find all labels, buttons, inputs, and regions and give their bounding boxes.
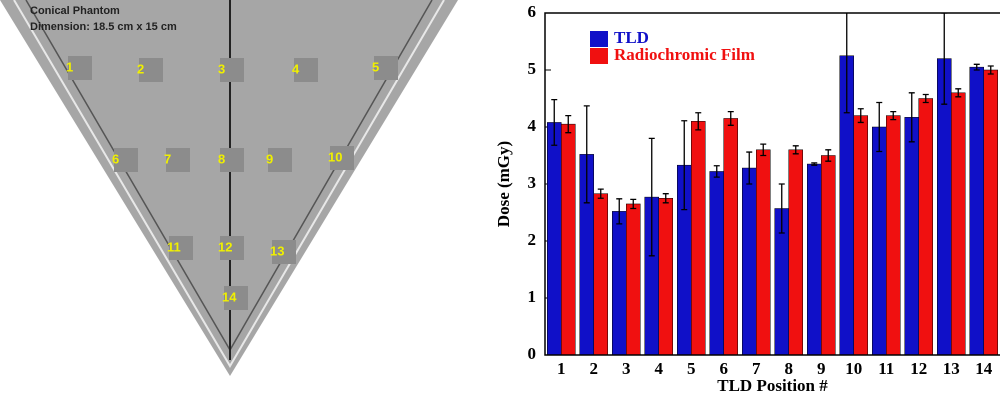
position-label: 5 <box>372 59 379 74</box>
bar <box>905 117 919 355</box>
x-axis-label: TLD Position # <box>717 376 828 395</box>
y-axis-label: Dose (mGy) <box>494 141 513 227</box>
y-tick-label: 5 <box>528 59 537 78</box>
legend-swatch <box>590 31 608 47</box>
bar <box>951 93 965 355</box>
bar <box>854 116 868 355</box>
position-label: 9 <box>266 151 273 166</box>
bar <box>561 124 575 355</box>
position-label: 2 <box>137 61 144 76</box>
x-tick-label: 4 <box>655 359 664 378</box>
x-tick-label: 3 <box>622 359 631 378</box>
x-tick-label: 11 <box>878 359 894 378</box>
bar <box>919 99 933 356</box>
phantom-image: Conical Phantom Dimension: 18.5 cm x 15 … <box>0 0 458 376</box>
bar <box>970 67 984 355</box>
y-tick-label: 3 <box>528 173 537 192</box>
bar <box>710 171 724 355</box>
position-label: 6 <box>112 151 119 166</box>
x-tick-label: 12 <box>910 359 927 378</box>
bar <box>594 194 608 355</box>
bar <box>807 164 821 355</box>
y-tick-label: 6 <box>528 2 537 21</box>
bar <box>724 118 738 355</box>
y-tick-label: 4 <box>528 116 537 135</box>
position-label: 1 <box>66 59 73 74</box>
position-label: 14 <box>222 289 237 304</box>
x-tick-label: 1 <box>557 359 566 378</box>
legend-label: Radiochromic Film <box>614 45 755 64</box>
position-label: 13 <box>270 243 284 258</box>
bar <box>659 198 673 355</box>
page: Conical Phantom Dimension: 18.5 cm x 15 … <box>0 0 1000 404</box>
position-label: 11 <box>167 239 181 254</box>
image-subtitle: Dimension: 18.5 cm x 15 cm <box>30 21 177 33</box>
y-tick-label: 1 <box>528 287 537 306</box>
position-label: 8 <box>218 151 225 166</box>
bar <box>886 116 900 355</box>
position-label: 7 <box>164 151 171 166</box>
bar <box>547 122 561 355</box>
x-tick-label: 14 <box>975 359 993 378</box>
position-label: 10 <box>328 149 342 164</box>
y-tick-label: 0 <box>528 344 537 363</box>
position-label: 3 <box>218 61 225 76</box>
position-label: 12 <box>218 239 232 254</box>
bar <box>612 211 626 355</box>
x-tick-label: 10 <box>845 359 862 378</box>
bar <box>872 127 886 355</box>
bar <box>742 168 756 355</box>
legend-swatch <box>590 48 608 64</box>
x-tick-label: 2 <box>590 359 599 378</box>
bar <box>691 121 705 355</box>
bar <box>756 150 770 355</box>
x-tick-label: 5 <box>687 359 696 378</box>
bar <box>789 150 803 355</box>
y-tick-label: 2 <box>528 230 537 249</box>
bar <box>821 156 835 356</box>
bar <box>626 204 640 355</box>
x-tick-label: 13 <box>943 359 960 378</box>
image-title: Conical Phantom <box>30 5 120 17</box>
bar <box>984 70 998 355</box>
position-label: 4 <box>292 61 300 76</box>
